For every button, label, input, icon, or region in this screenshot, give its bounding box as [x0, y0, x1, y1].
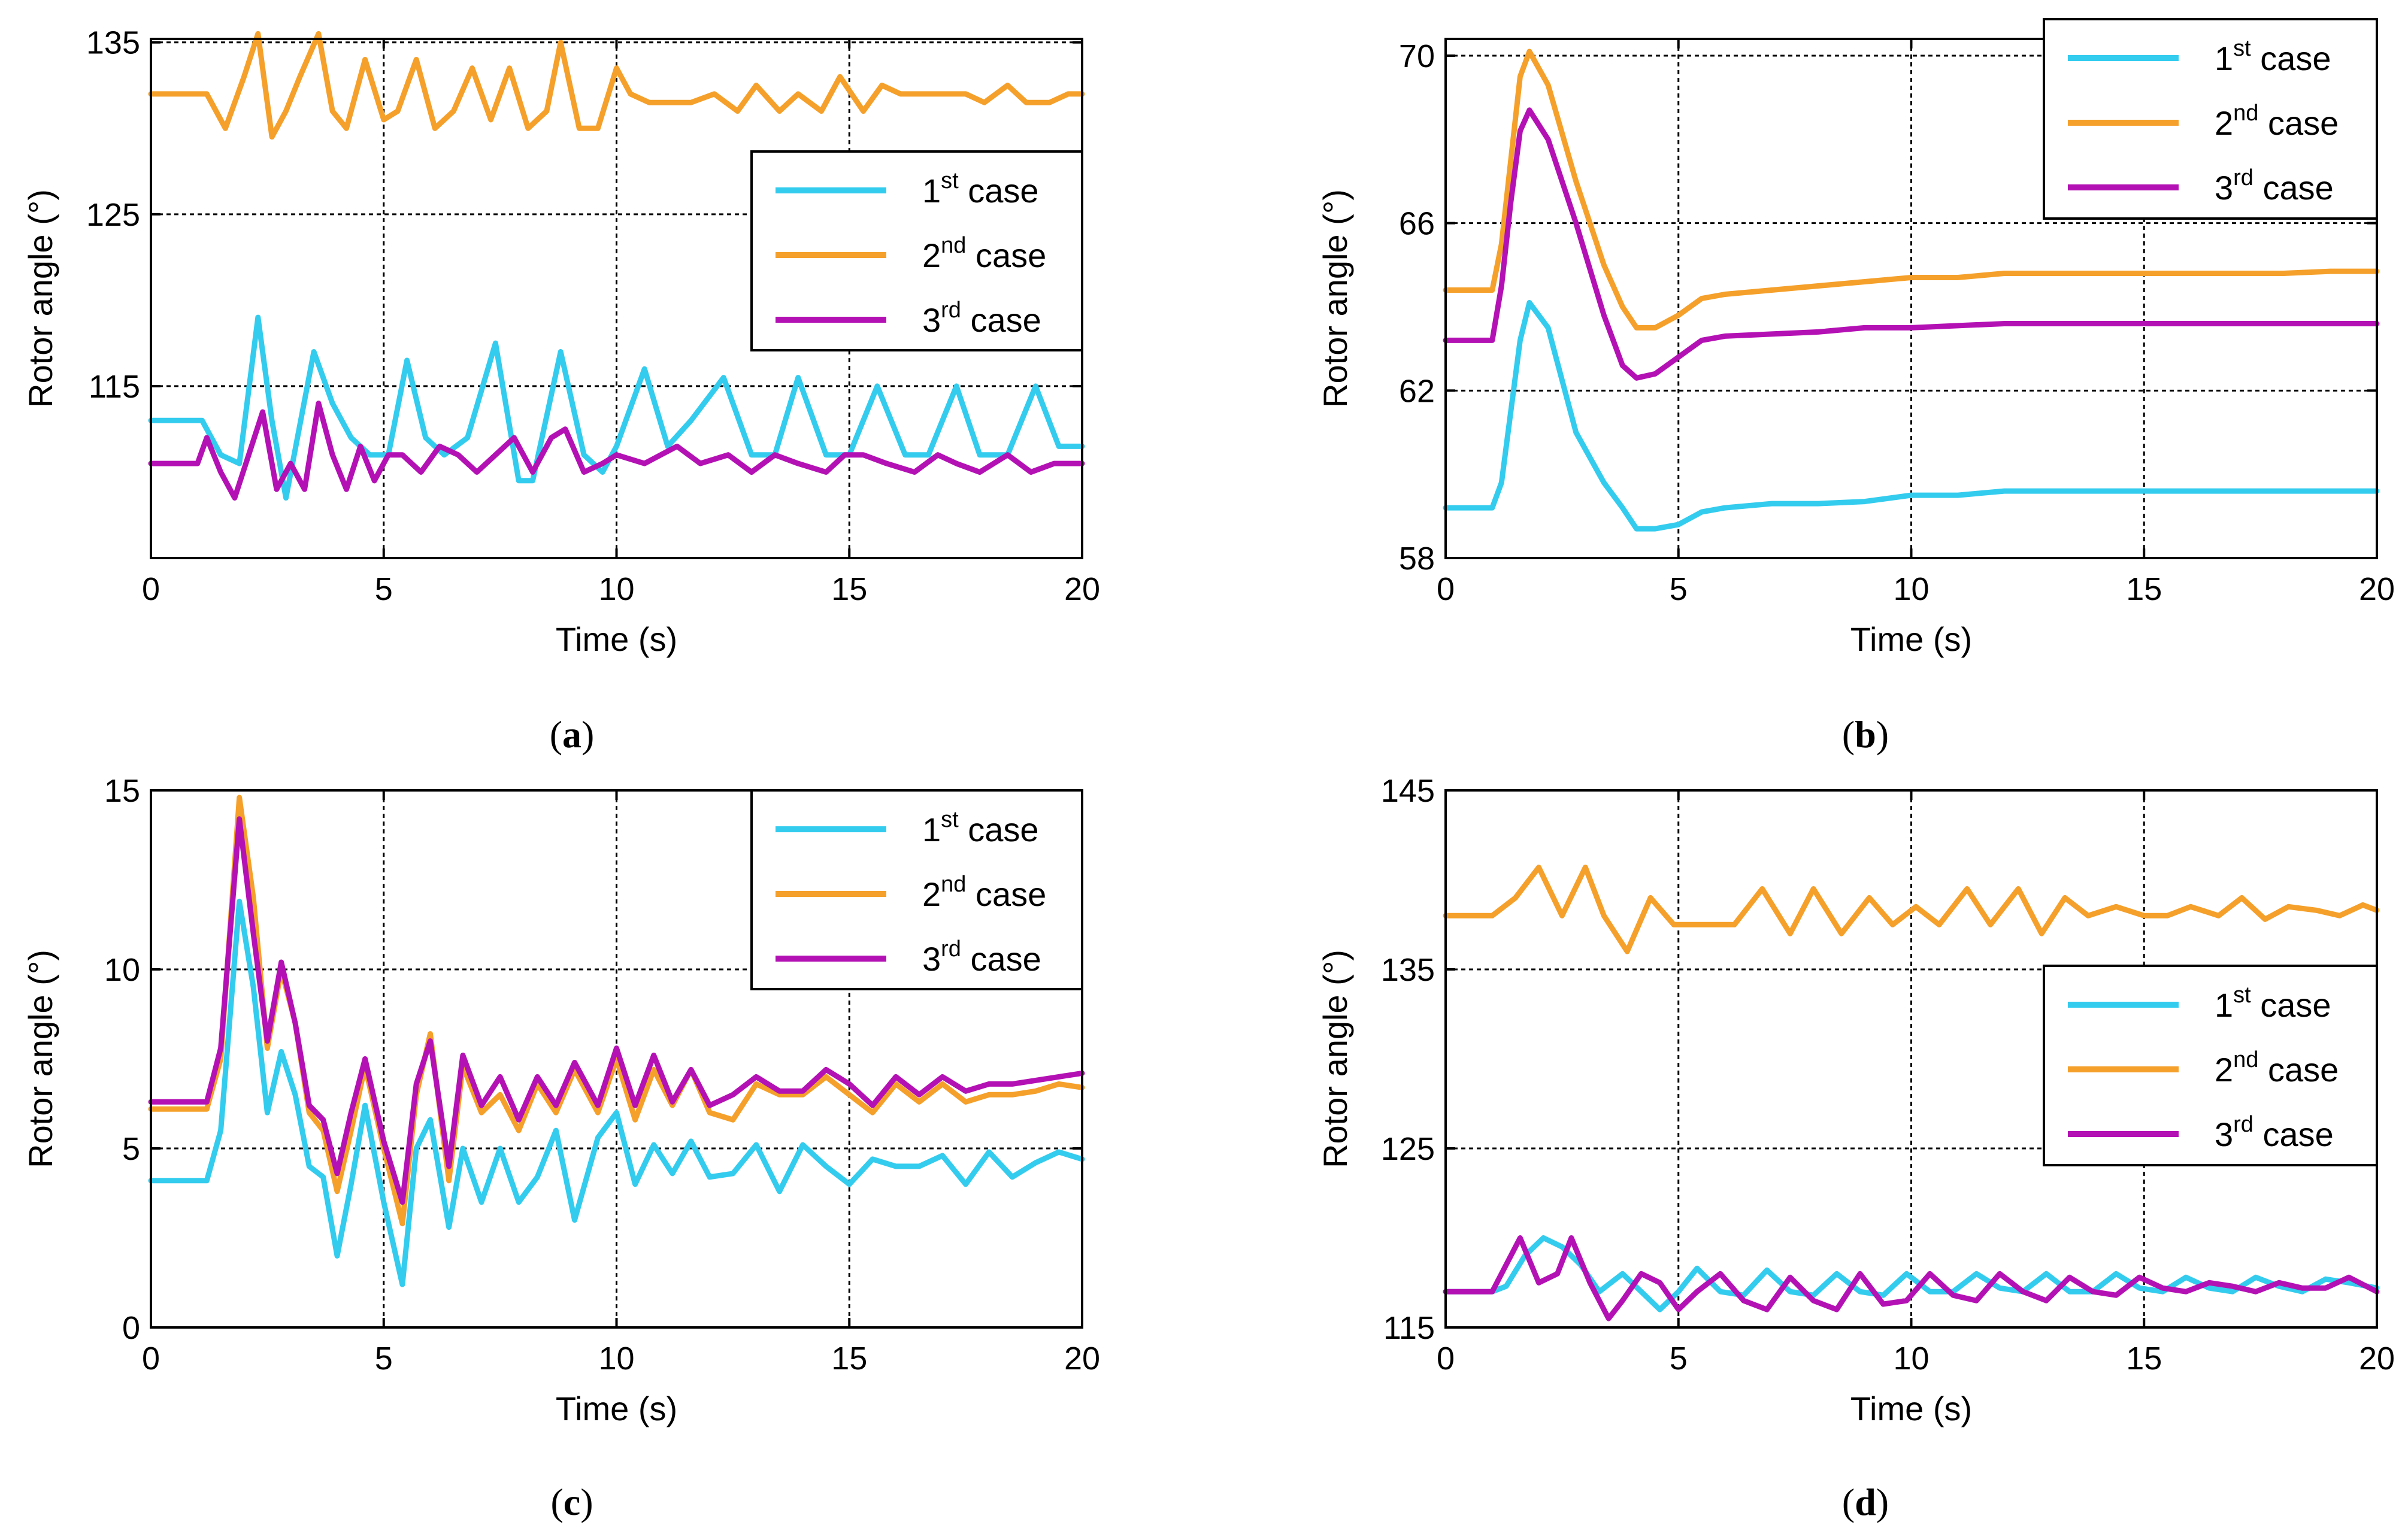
x-tick-label: 15: [831, 1341, 867, 1377]
series-line-2: [1443, 48, 2380, 331]
legend-label-3: 3rd case: [922, 936, 1041, 978]
x-tick-label: 0: [1437, 571, 1455, 607]
series-line-2: [148, 31, 1085, 140]
x-axis-label: Time (s): [556, 1390, 677, 1427]
x-tick-label: 0: [142, 571, 160, 607]
x-tick-label: 5: [1670, 571, 1688, 607]
y-tick-label: 70: [1399, 38, 1435, 74]
y-tick-label: 15: [104, 773, 140, 809]
y-tick-label: 125: [1381, 1131, 1435, 1167]
x-tick-label: 10: [598, 571, 634, 607]
y-tick-label: 0: [122, 1310, 140, 1346]
x-axis-label: Time (s): [1850, 620, 1972, 658]
legend-label-2: 2nd case: [922, 233, 1046, 274]
legend-label-3: 3rd case: [2215, 165, 2334, 207]
legend: 1st case 2nd case 3rd case: [2043, 965, 2378, 1166]
x-tick-label: 10: [598, 1341, 634, 1377]
y-tick-label: 58: [1399, 541, 1435, 577]
y-axis-label: Rotor angle (°): [1316, 950, 1354, 1168]
y-tick-label: 115: [1383, 1310, 1435, 1346]
series-line-1: [148, 898, 1085, 1287]
x-tick-label: 20: [1064, 1341, 1100, 1377]
chart-panel-c: 0 5 10 15 20 0 5 10 15 Time (s) Rotor angle (°) 1st…: [22, 773, 1100, 1523]
panel-caption: (a): [550, 713, 595, 756]
y-axis-label: Rotor angle (°): [1316, 189, 1354, 408]
y-axis-label: Rotor angle (°): [22, 189, 59, 408]
series-line-3: [148, 816, 1085, 1205]
legend: 1st case 2nd case 3rd case: [750, 150, 1083, 351]
x-tick-label: 5: [375, 571, 393, 607]
x-tick-label: 15: [2126, 1341, 2162, 1377]
legend-label-3: 3rd case: [2215, 1112, 2334, 1153]
legend-label-2: 2nd case: [2215, 1047, 2339, 1089]
x-tick-label: 5: [375, 1341, 393, 1377]
legend-label-3: 3rd case: [922, 298, 1041, 339]
series-line-2: [1443, 865, 2380, 954]
y-tick-label: 62: [1399, 373, 1435, 409]
x-tick-label: 0: [142, 1341, 160, 1377]
x-tick-label: 20: [1064, 571, 1100, 607]
legend-label-1: 1st case: [2215, 983, 2331, 1024]
panel-caption: (c): [550, 1481, 593, 1523]
y-axis-label: Rotor angle (°): [22, 950, 59, 1168]
legend-label-1: 1st case: [922, 807, 1039, 848]
panel-caption: (b): [1842, 713, 1889, 756]
legend-label-2: 2nd case: [2215, 101, 2339, 142]
legend: 1st case 2nd case 3rd case: [2043, 18, 2378, 220]
series-line-1: [1443, 1235, 2380, 1312]
y-tick-label: 145: [1381, 773, 1435, 809]
y-tick-label: 5: [122, 1131, 140, 1167]
series-line-1: [1443, 300, 2380, 532]
y-tick-label: 115: [89, 369, 140, 405]
chart-panel-b: 0 5 10 15 20 58 62 66 70 Time (s) Rotor angle (°) 1…: [1316, 18, 2395, 756]
x-tick-label: 10: [1893, 571, 1929, 607]
y-tick-label: 10: [104, 952, 140, 988]
x-tick-label: 20: [2359, 1341, 2395, 1377]
chart-panel-a: 0 5 10 15 20 115 125 135 Time (s) Rotor angle (°)…: [22, 25, 1100, 756]
series-line-3: [1443, 107, 2380, 381]
x-tick-label: 15: [831, 571, 867, 607]
y-tick-label: 135: [1381, 952, 1435, 988]
panel-caption: (d): [1842, 1481, 1889, 1523]
series-line-3: [1443, 1235, 2380, 1321]
legend-label-1: 1st case: [2215, 36, 2331, 77]
x-tick-label: 0: [1437, 1341, 1455, 1377]
y-tick-label: 125: [86, 197, 140, 233]
legend-label-1: 1st case: [922, 168, 1039, 210]
legend-label-2: 2nd case: [922, 872, 1046, 913]
legend: 1st case 2nd case 3rd case: [750, 789, 1083, 990]
x-tick-label: 20: [2359, 571, 2395, 607]
y-tick-label: 66: [1399, 206, 1435, 242]
x-axis-label: Time (s): [1850, 1390, 1972, 1427]
x-tick-label: 10: [1893, 1341, 1929, 1377]
x-axis-label: Time (s): [556, 620, 677, 658]
x-tick-label: 15: [2126, 571, 2162, 607]
x-tick-label: 5: [1670, 1341, 1688, 1377]
series-line-3: [148, 401, 1085, 501]
y-tick-label: 135: [86, 25, 140, 61]
series-line-1: [148, 314, 1085, 501]
chart-panel-d: 0 5 10 15 20 115 125 135 145 Time (s) Rotor angle …: [1316, 773, 2395, 1523]
